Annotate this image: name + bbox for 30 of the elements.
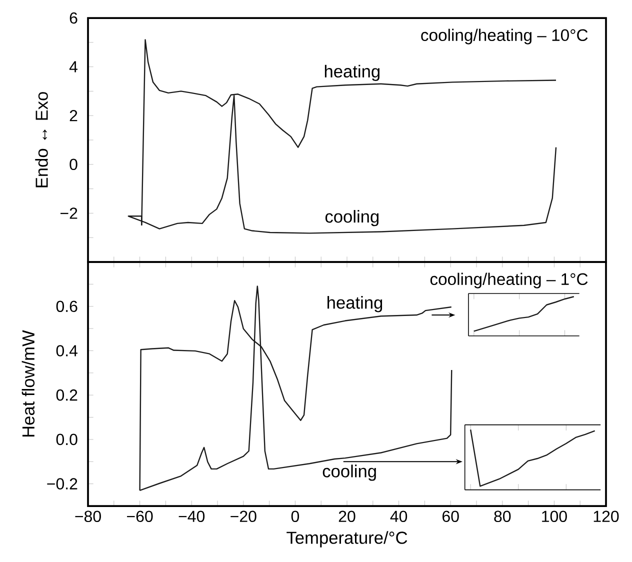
series-label: heating bbox=[324, 64, 380, 81]
x-tick-label: −40 bbox=[178, 510, 205, 522]
y-tick-label: 0.6 bbox=[56, 300, 78, 312]
y-axis-title: Endo ↔ Exo bbox=[35, 92, 48, 188]
y-tick-label: −2 bbox=[60, 208, 78, 219]
y-tick-label: 2 bbox=[70, 110, 78, 122]
x-tick-label: −60 bbox=[127, 510, 153, 522]
x-tick-label: 60 bbox=[442, 510, 459, 522]
y-tick-label: 0.4 bbox=[56, 345, 78, 356]
y-tick-label: 6 bbox=[70, 12, 78, 24]
annotation: cooling/heating – 10°C bbox=[421, 28, 588, 44]
x-tick-label: 120 bbox=[594, 510, 619, 522]
y-tick-label: 0.2 bbox=[56, 389, 78, 401]
x-tick-label: 40 bbox=[390, 510, 408, 522]
y-tick-label: 0 bbox=[70, 158, 78, 170]
x-tick-label: −80 bbox=[75, 510, 101, 522]
x-tick-label: 0 bbox=[291, 510, 300, 522]
y-axis-title: Heat flow/mW bbox=[22, 330, 35, 437]
x-tick-label: 80 bbox=[494, 510, 511, 522]
series-label: cooling bbox=[322, 464, 376, 481]
series-label: cooling bbox=[325, 210, 379, 226]
series-label: heating bbox=[328, 296, 382, 312]
x-tick-label: 20 bbox=[338, 510, 356, 522]
x-axis-title: Temperature/°C bbox=[286, 531, 408, 548]
x-tick-label: 100 bbox=[542, 510, 567, 522]
y-tick-label: 0.0 bbox=[56, 434, 78, 446]
annotation: cooling/heating – 1°C bbox=[430, 272, 588, 288]
y-tick-label: −0.2 bbox=[47, 478, 78, 490]
x-tick-label: −20 bbox=[230, 510, 256, 522]
y-tick-label: 4 bbox=[69, 61, 78, 72]
